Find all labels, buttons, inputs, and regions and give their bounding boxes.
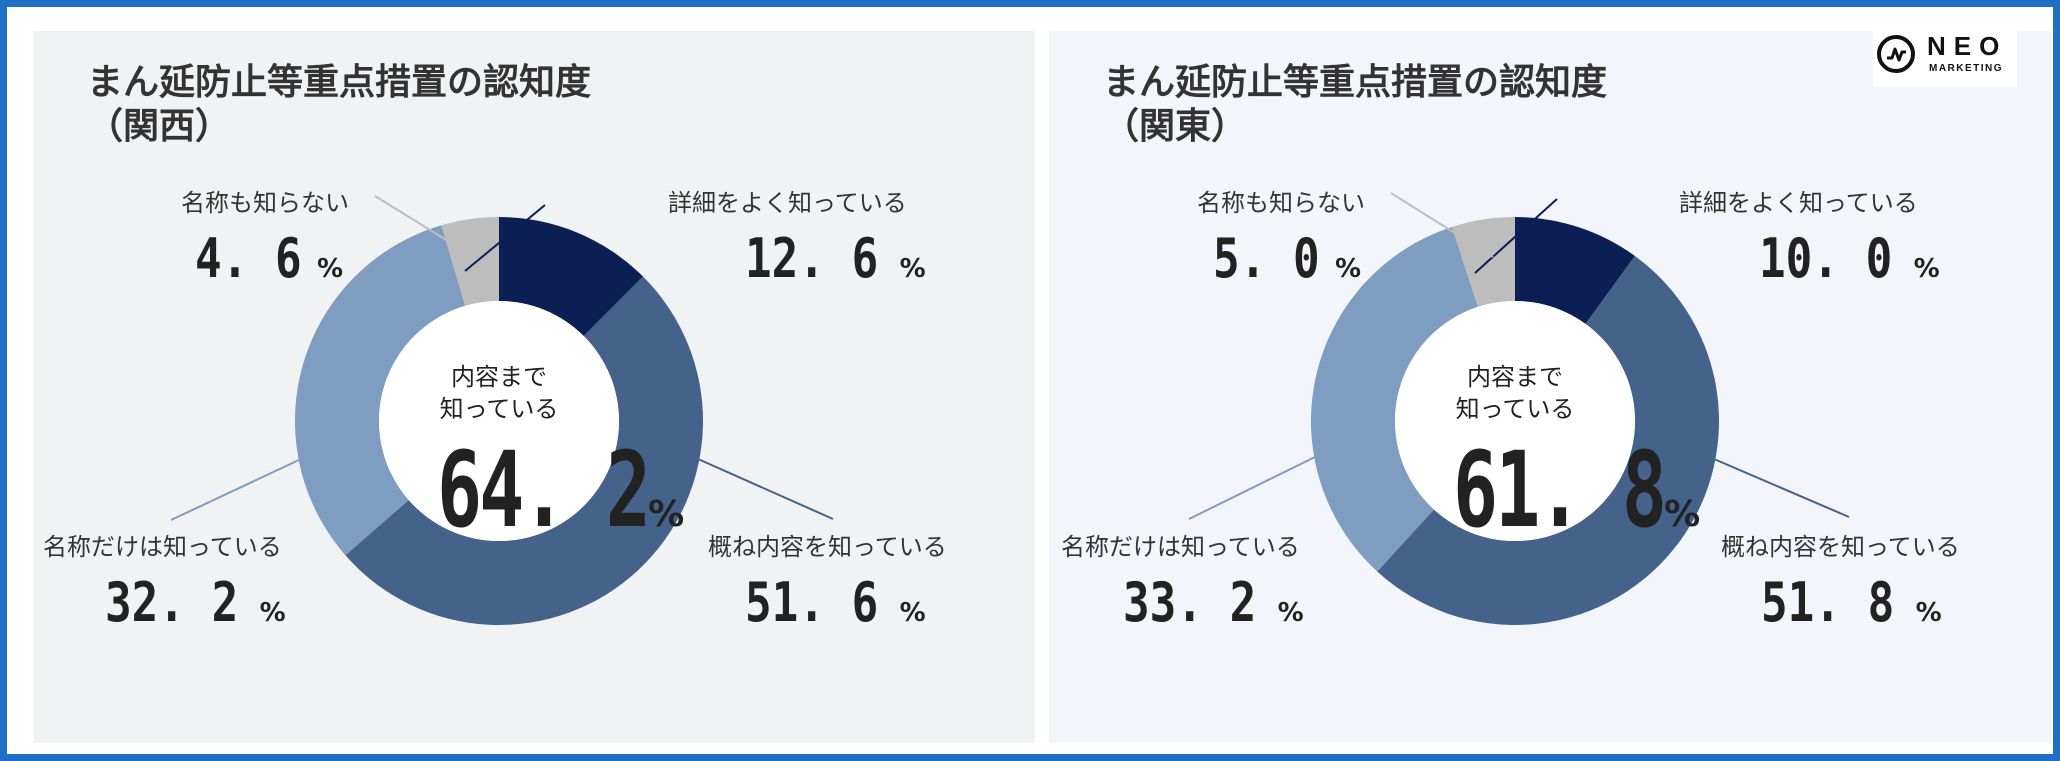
value-number: 10. 0 [1759, 227, 1893, 290]
center-value: 64. 2% [355, 429, 684, 551]
neo-pulse-icon [1877, 35, 1915, 73]
slice-name-only [1311, 226, 1478, 572]
leader-lines [1188, 192, 1850, 520]
slice-mostly [1377, 255, 1719, 625]
chart-title: まん延防止等重点措置の認知度 （関東） [1103, 61, 1607, 149]
neo-marketing-logo: NEO MARKETING [1873, 29, 2017, 87]
chart-subtitle: （関西） [87, 106, 232, 147]
leader-line-unknown [374, 195, 478, 260]
leader-line-name-only [170, 458, 302, 521]
slice-unknown [1451, 217, 1515, 307]
donut-svg [1188, 192, 1850, 625]
donut-hole [1395, 301, 1635, 541]
logo-subtitle: MARKETING [1929, 63, 2004, 74]
category-label-detail: 詳細をよく知っている [1679, 189, 1918, 217]
chart-panel-kansai: まん延防止等重点措置の認知度 （関西） 詳細をよく知っている 12. 6% 名称… [33, 31, 1035, 743]
slice-mostly [345, 276, 703, 625]
chart-title-text: まん延防止等重点措置の認知度 [87, 62, 592, 103]
value-number: 32. 2 [105, 571, 239, 634]
percent-unit: % [259, 598, 286, 628]
center-label: 内容まで 知っている [1395, 361, 1635, 425]
slice-name-only [294, 225, 466, 556]
value-label-name-only: 33. 2% [1123, 571, 1304, 634]
category-label-mostly: 概ね内容を知っている [708, 533, 947, 561]
value-label-detail: 10. 0% [1759, 227, 1940, 290]
value-number: 4. 6 [195, 227, 302, 290]
category-label-unknown: 名称も知らない [1197, 189, 1365, 217]
leader-line-unknown [1390, 192, 1494, 258]
value-label-detail: 12. 6% [745, 227, 926, 290]
slice-detail [499, 217, 644, 337]
percent-unit: % [1664, 494, 1701, 535]
logo-name: NEO [1927, 31, 2008, 61]
percent-unit: % [899, 254, 926, 284]
center-value-number: 61. 8 [1453, 429, 1667, 551]
leader-line-mostly [1713, 458, 1850, 518]
value-label-unknown: 5. 0% [1213, 227, 1361, 290]
center-value: 61. 8% [1371, 429, 1700, 551]
chart-panel-kanto: まん延防止等重点措置の認知度 （関東） 詳細をよく知っている 10. 0% 名称… [1049, 31, 2051, 743]
center-label-line2: 知っている [1455, 395, 1575, 423]
category-label-name-only: 名称だけは知っている [43, 533, 282, 561]
donut-slices [294, 217, 703, 625]
value-number: 51. 8 [1761, 571, 1895, 634]
leader-line-name-only [1188, 456, 1316, 520]
slice-unknown [441, 217, 499, 306]
leader-line-detail [464, 204, 546, 272]
center-label-line2: 知っている [439, 395, 559, 423]
donut-hole [379, 301, 619, 541]
chart-title-text: まん延防止等重点措置の認知度 [1103, 62, 1608, 103]
category-label-mostly: 概ね内容を知っている [1721, 533, 1960, 561]
value-number: 5. 0 [1213, 227, 1320, 290]
value-label-unknown: 4. 6% [195, 227, 343, 290]
percent-unit: % [1913, 254, 1940, 284]
category-label-unknown: 名称も知らない [181, 189, 349, 217]
leader-lines [170, 195, 834, 521]
value-label-mostly: 51. 6% [745, 571, 926, 634]
chart-subtitle: （関東） [1103, 106, 1248, 147]
value-label-mostly: 51. 8% [1761, 571, 1942, 634]
value-number: 51. 6 [745, 571, 879, 634]
percent-unit: % [648, 494, 685, 535]
center-label-line1: 内容まで [451, 363, 547, 391]
percent-unit: % [899, 598, 926, 628]
value-label-name-only: 32. 2% [105, 571, 286, 634]
value-number: 12. 6 [745, 227, 879, 290]
slice-detail [1515, 217, 1635, 324]
percent-unit: % [1915, 598, 1942, 628]
center-value-number: 64. 2 [437, 429, 651, 551]
category-label-name-only: 名称だけは知っている [1061, 533, 1300, 561]
category-label-detail: 詳細をよく知っている [668, 189, 907, 217]
donut-svg [170, 195, 834, 625]
value-number: 33. 2 [1123, 571, 1257, 634]
percent-unit: % [1277, 598, 1304, 628]
leader-line-detail [1474, 198, 1558, 274]
chart-title: まん延防止等重点措置の認知度 （関西） [87, 61, 591, 149]
donut-slices [1311, 217, 1719, 625]
center-label-line1: 内容まで [1467, 363, 1563, 391]
percent-unit: % [317, 254, 344, 284]
leader-line-mostly [697, 458, 834, 520]
percent-unit: % [1335, 254, 1362, 284]
center-label: 内容まで 知っている [379, 361, 619, 425]
